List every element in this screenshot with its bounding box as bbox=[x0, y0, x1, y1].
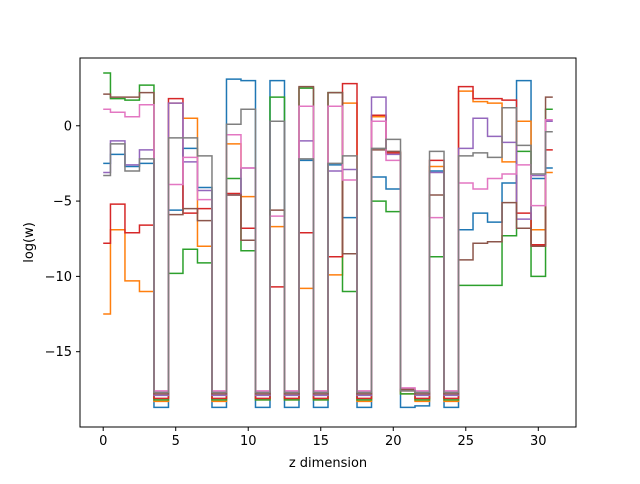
series-line-7 bbox=[103, 106, 553, 394]
series-line-2 bbox=[103, 72, 553, 401]
x-tick-label: 0 bbox=[99, 434, 107, 449]
plot-frame bbox=[79, 57, 577, 428]
x-axis-label: z dimension bbox=[289, 456, 367, 471]
x-tick-label: 20 bbox=[385, 434, 402, 449]
x-axis-ticks: 0 5 10 15 20 25 30 bbox=[99, 427, 547, 449]
x-tick-label: 15 bbox=[312, 434, 329, 449]
x-tick-label: 5 bbox=[172, 434, 180, 449]
y-tick-label: −5 bbox=[53, 195, 72, 210]
y-axis-label: log(w) bbox=[22, 222, 37, 263]
x-tick-label: 10 bbox=[240, 434, 257, 449]
series-line-3 bbox=[103, 82, 553, 400]
y-tick-label: −10 bbox=[45, 270, 72, 285]
series-layer bbox=[103, 72, 553, 409]
y-axis-ticks: −15 −10 −5 0 bbox=[45, 119, 80, 360]
x-tick-label: 25 bbox=[458, 434, 475, 449]
x-tick-label: 30 bbox=[530, 434, 547, 449]
y-tick-label: 0 bbox=[64, 119, 72, 134]
y-tick-label: −15 bbox=[45, 345, 72, 360]
series-line-5 bbox=[103, 85, 553, 395]
